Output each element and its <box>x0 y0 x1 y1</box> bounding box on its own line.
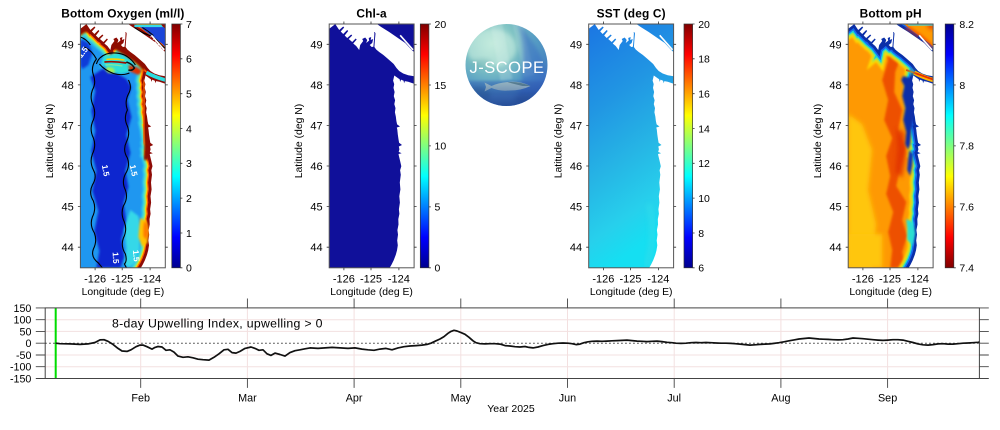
svg-text:50: 50 <box>20 326 32 338</box>
svg-text:8: 8 <box>959 80 965 92</box>
svg-text:Longitude (deg E): Longitude (deg E) <box>590 287 673 298</box>
svg-text:-150: -150 <box>10 373 31 385</box>
svg-text:48: 48 <box>62 80 74 92</box>
svg-text:-126: -126 <box>333 274 355 286</box>
svg-text:45: 45 <box>310 202 322 214</box>
svg-text:-124: -124 <box>647 274 669 286</box>
svg-text:Latitude (deg N): Latitude (deg N) <box>45 104 56 179</box>
svg-text:12: 12 <box>698 158 710 170</box>
svg-text:-50: -50 <box>16 350 32 362</box>
svg-text:1.5: 1.5 <box>131 250 142 263</box>
svg-text:Jun: Jun <box>559 392 576 404</box>
svg-text:4: 4 <box>186 123 192 135</box>
svg-text:48: 48 <box>310 80 322 92</box>
svg-text:48: 48 <box>570 80 582 92</box>
svg-text:3: 3 <box>186 158 192 170</box>
svg-text:-125: -125 <box>619 274 641 286</box>
svg-text:-125: -125 <box>879 274 901 286</box>
svg-text:49: 49 <box>310 39 322 51</box>
svg-text:45: 45 <box>62 202 74 214</box>
svg-text:Latitude (deg N): Latitude (deg N) <box>553 104 564 179</box>
svg-text:150: 150 <box>14 303 32 315</box>
svg-text:10: 10 <box>435 141 447 153</box>
svg-text:Latitude (deg N): Latitude (deg N) <box>813 104 824 179</box>
svg-text:49: 49 <box>829 39 841 51</box>
svg-text:7: 7 <box>186 19 192 31</box>
svg-text:-124: -124 <box>388 274 410 286</box>
svg-text:8.2: 8.2 <box>959 19 974 31</box>
svg-text:Feb: Feb <box>131 392 150 404</box>
svg-text:5: 5 <box>186 89 192 101</box>
svg-text:Longitude (deg E): Longitude (deg E) <box>849 287 932 298</box>
svg-text:1.5: 1.5 <box>111 252 122 264</box>
svg-text:6: 6 <box>186 54 192 66</box>
svg-text:Bottom pH: Bottom pH <box>860 7 922 21</box>
svg-text:1: 1 <box>186 228 192 240</box>
svg-text:15: 15 <box>435 80 447 92</box>
svg-text:10: 10 <box>698 193 710 205</box>
svg-text:-125: -125 <box>111 274 133 286</box>
svg-text:Latitude (deg N): Latitude (deg N) <box>294 104 305 179</box>
svg-text:0: 0 <box>186 263 192 275</box>
svg-text:44: 44 <box>570 242 582 254</box>
svg-text:100: 100 <box>14 315 32 327</box>
svg-text:7.4: 7.4 <box>959 263 974 275</box>
svg-text:5: 5 <box>435 202 441 214</box>
svg-text:47: 47 <box>829 121 841 133</box>
svg-text:-126: -126 <box>852 274 874 286</box>
svg-text:-124: -124 <box>139 274 161 286</box>
svg-text:47: 47 <box>310 121 322 133</box>
svg-text:0: 0 <box>25 338 31 350</box>
svg-text:1.5: 1.5 <box>100 164 112 177</box>
svg-text:49: 49 <box>570 39 582 51</box>
svg-text:45: 45 <box>829 202 841 214</box>
svg-text:16: 16 <box>698 89 710 101</box>
svg-text:Aug: Aug <box>771 392 790 404</box>
svg-text:Jul: Jul <box>667 392 681 404</box>
svg-text:7.8: 7.8 <box>959 141 974 153</box>
svg-text:2: 2 <box>186 193 192 205</box>
svg-text:Longitude (deg E): Longitude (deg E) <box>82 287 165 298</box>
svg-text:46: 46 <box>829 161 841 173</box>
svg-text:8: 8 <box>698 228 704 240</box>
svg-text:44: 44 <box>62 242 74 254</box>
svg-text:46: 46 <box>310 161 322 173</box>
svg-text:Mar: Mar <box>238 392 257 404</box>
svg-text:46: 46 <box>570 161 582 173</box>
svg-text:0: 0 <box>435 263 441 275</box>
svg-text:7.6: 7.6 <box>959 202 974 214</box>
svg-text:Bottom Oxygen (ml/l): Bottom Oxygen (ml/l) <box>61 7 184 21</box>
svg-text:44: 44 <box>310 242 322 254</box>
svg-text:47: 47 <box>62 121 74 133</box>
svg-text:6: 6 <box>698 263 704 275</box>
svg-text:Apr: Apr <box>346 392 363 404</box>
svg-text:44: 44 <box>829 242 841 254</box>
svg-text:49: 49 <box>62 39 74 51</box>
svg-text:20: 20 <box>435 19 447 31</box>
svg-text:14: 14 <box>698 123 710 135</box>
svg-text:Chl-a: Chl-a <box>356 7 387 21</box>
svg-text:46: 46 <box>62 161 74 173</box>
svg-text:May: May <box>451 392 472 404</box>
svg-text:18: 18 <box>698 54 710 66</box>
svg-text:8-day Upwelling Index, upwelli: 8-day Upwelling Index, upwelling > 0 <box>112 317 323 331</box>
svg-text:J-SCOPE: J-SCOPE <box>469 59 544 77</box>
svg-text:Longitude (deg E): Longitude (deg E) <box>330 287 413 298</box>
svg-text:-126: -126 <box>84 274 106 286</box>
svg-text:1.5: 1.5 <box>128 164 140 178</box>
svg-text:Sep: Sep <box>878 392 897 404</box>
svg-text:48: 48 <box>829 80 841 92</box>
svg-text:SST (deg C): SST (deg C) <box>597 7 666 21</box>
svg-text:Year 2025: Year 2025 <box>487 403 535 415</box>
svg-text:-126: -126 <box>592 274 614 286</box>
svg-text:-124: -124 <box>907 274 929 286</box>
svg-text:45: 45 <box>570 202 582 214</box>
svg-text:47: 47 <box>570 121 582 133</box>
svg-text:-100: -100 <box>10 362 31 374</box>
svg-text:20: 20 <box>698 19 710 31</box>
svg-text:-125: -125 <box>360 274 382 286</box>
